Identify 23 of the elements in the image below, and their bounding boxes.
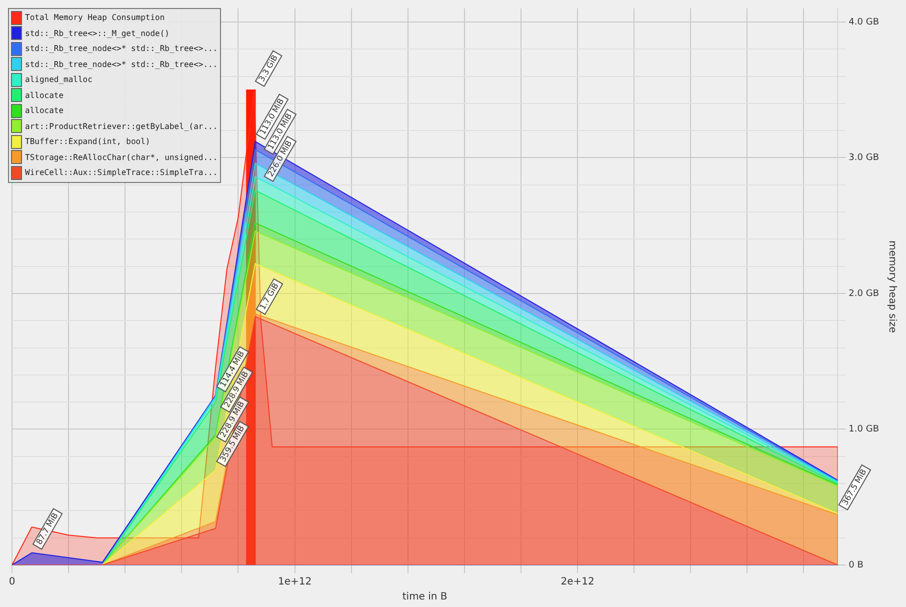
- y-tick-label: 0 B: [848, 560, 864, 570]
- y-axis-title: memory heap size: [886, 240, 898, 333]
- x-tick-label: 2e+12: [560, 576, 594, 588]
- legend-label: Total Memory Heap Consumption: [25, 13, 166, 22]
- legend-label: allocate: [25, 90, 65, 100]
- legend-label: WireCell::Aux::SimpleTrace::SimpleTra...: [25, 168, 218, 178]
- legend-label: std::_Rb_tree_node<>* std::_Rb_tree<>...: [25, 44, 218, 54]
- annotation: 3.3 GiB: [257, 53, 280, 84]
- annotation: 1.7 GiB: [258, 282, 280, 312]
- y-tick-label: 2.0 GB: [848, 288, 880, 299]
- x-tick-label: 1e+12: [278, 576, 312, 588]
- legend-label: art::ProductRetriever::getByLabel_(ar...: [25, 122, 218, 131]
- y-tick-label: 3.0 GB: [848, 153, 880, 164]
- legend-label: std::_Rb_tree_node<>* std::_Rb_tree<>...: [25, 60, 218, 69]
- legend-label: TStorage::ReAllocChar(char*, unsigned...: [25, 152, 218, 162]
- legend-label: aligned_malloc: [25, 75, 94, 84]
- x-axis-title: time in B: [402, 592, 448, 603]
- y-tick-label: 1.0 GB: [848, 424, 880, 435]
- legend-label: allocate: [25, 106, 65, 116]
- x-tick-label: 0: [8, 576, 16, 588]
- y-tick-label: 4.0 GB: [848, 17, 880, 28]
- legend-label: TBuffer::Expand(int, bool): [25, 137, 152, 146]
- legend-label: std::_Rb_tree<>::_M_get_node(): [25, 28, 170, 38]
